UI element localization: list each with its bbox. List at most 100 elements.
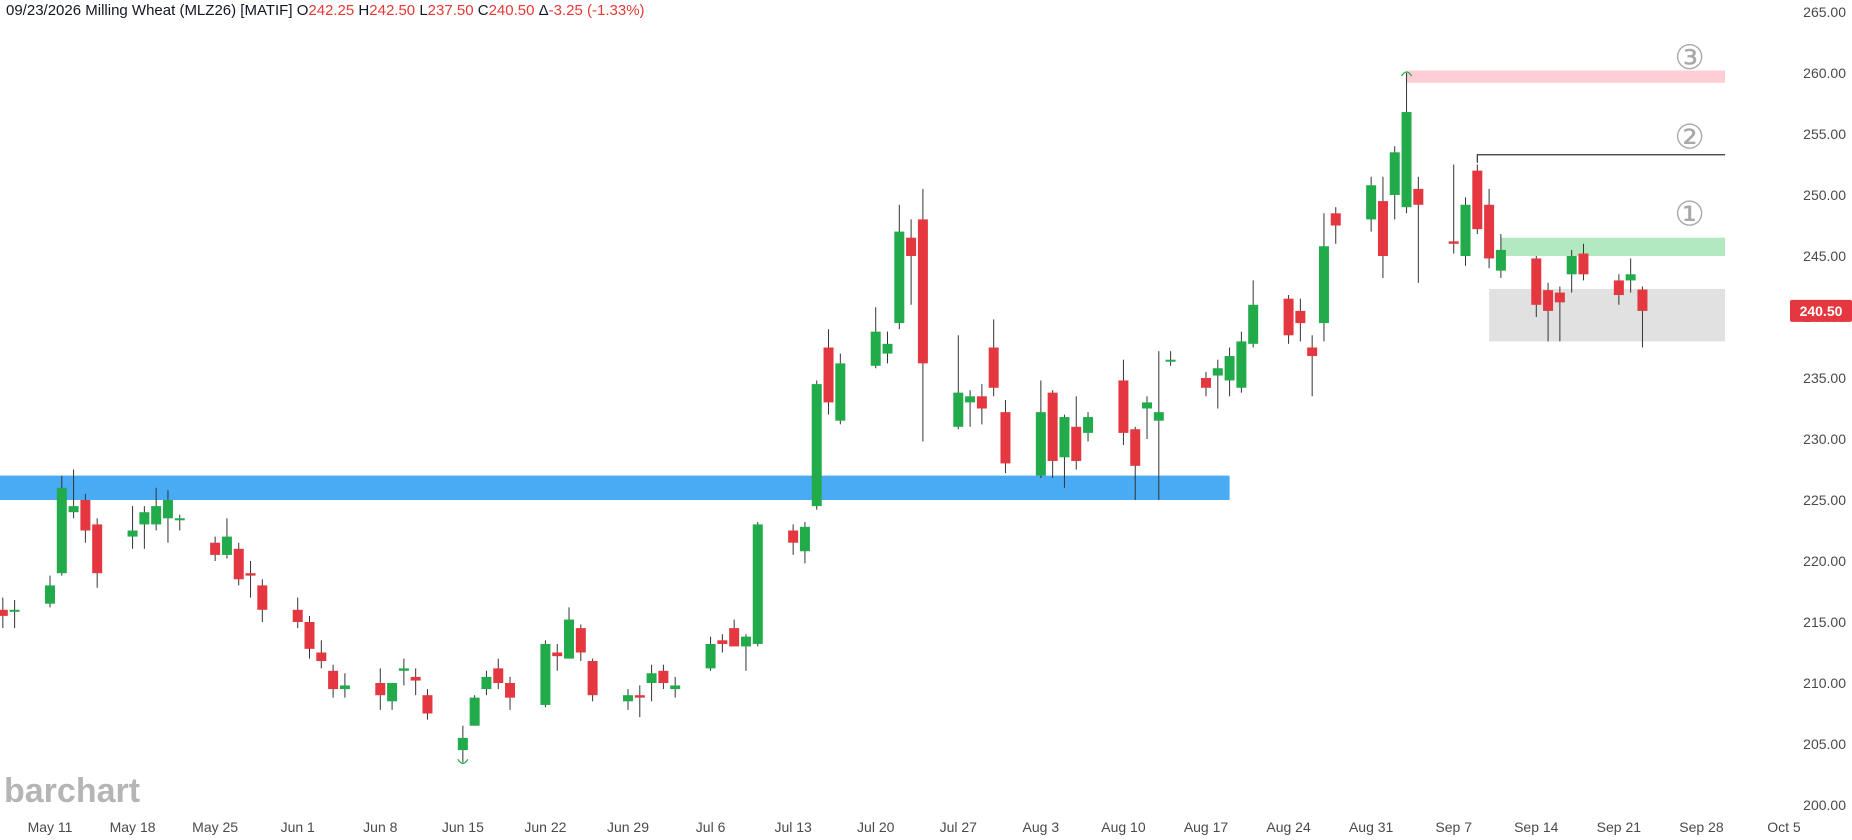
candle-body [339, 685, 350, 690]
price-tick-label: 245.00 [1803, 248, 1846, 264]
candle [257, 579, 268, 622]
candle [1224, 347, 1235, 397]
candle [1377, 176, 1388, 278]
candle-body [1071, 426, 1082, 461]
green-target-zone [1500, 237, 1726, 256]
candle [45, 575, 55, 608]
date-tick-label: Jun 29 [607, 819, 649, 835]
candle-body [328, 670, 339, 690]
date-tick-label: Sep 7 [1435, 819, 1472, 835]
candle [811, 380, 822, 510]
pivot-arc [457, 758, 469, 764]
candle-body [1366, 185, 1377, 220]
candle-body [906, 237, 917, 256]
candle [1059, 414, 1070, 488]
price-tick-label: 250.00 [1803, 187, 1846, 203]
candle [917, 188, 928, 442]
candle [634, 685, 645, 718]
time-axis[interactable]: May 11 May 18 May 25 Jun 1 Jun 8 Jun 15 Jun 22… [28, 819, 1801, 835]
candle-body [1295, 310, 1306, 324]
candle-body [953, 392, 964, 427]
candle-body [564, 619, 575, 659]
candle [328, 664, 339, 698]
price-tick-label: 265.00 [1803, 4, 1846, 20]
candle-body [894, 231, 905, 324]
candle [988, 319, 999, 397]
candle [1165, 351, 1176, 366]
candle [174, 514, 185, 531]
date-tick-label: Sep 14 [1514, 819, 1559, 835]
candle-body [740, 636, 751, 647]
candle [469, 695, 480, 726]
candle-body [811, 384, 822, 507]
candle [906, 219, 917, 305]
date-tick-label: Aug 3 [1023, 819, 1060, 835]
candle-body [729, 628, 740, 647]
date-tick-label: Jun 8 [363, 819, 397, 835]
candle [221, 518, 232, 559]
candle [80, 493, 91, 543]
candle-body [56, 487, 67, 574]
candle [894, 204, 905, 330]
candle [1071, 396, 1082, 470]
candle [1083, 412, 1094, 442]
target-marker: ③ [1674, 38, 1704, 78]
candle [151, 487, 162, 531]
candle [788, 524, 799, 555]
candle-body [45, 585, 55, 604]
candle-body [174, 518, 185, 521]
candle-body [1201, 378, 1211, 388]
date-tick-label: Jun 15 [442, 819, 484, 835]
candle [870, 307, 881, 369]
candle [1212, 359, 1223, 409]
candle [1578, 243, 1589, 281]
candle [493, 658, 504, 690]
candle [1389, 146, 1400, 220]
date-tick-label: Jul 20 [857, 819, 895, 835]
candle-body [917, 219, 928, 364]
candle [976, 384, 987, 425]
candles-layer [0, 73, 1648, 763]
candle-body [835, 363, 846, 421]
candle-body [162, 500, 173, 519]
candle-body [1224, 356, 1235, 381]
candle [953, 335, 964, 430]
candle-body [316, 652, 327, 662]
candle-body [1236, 341, 1247, 388]
price-tick-label: 235.00 [1803, 370, 1846, 386]
quote-header: 09/23/2026 Milling Wheat (MLZ26) [MATIF]… [6, 2, 645, 19]
candle [1295, 298, 1306, 342]
quote-date: 09/23/2026 [6, 2, 82, 19]
candle [1248, 280, 1259, 348]
candle [1613, 274, 1624, 305]
candle [1307, 335, 1318, 397]
candle-body [1389, 152, 1400, 195]
candle-body [1047, 392, 1058, 461]
candle-body [127, 530, 138, 537]
candle [1118, 359, 1129, 446]
target-marker: ① [1674, 194, 1704, 234]
candle [1413, 176, 1424, 283]
candle-body [1448, 241, 1459, 244]
price-axis[interactable]: 200.00 205.00 210.00 215.00 220.00 225.00 230.… [1803, 4, 1846, 813]
candle [823, 329, 834, 415]
candle-body [210, 542, 221, 555]
candle-body [1401, 112, 1412, 208]
last-price-tag: 240.50 [1790, 299, 1852, 322]
candle [1484, 188, 1495, 269]
candle [752, 521, 763, 647]
candle-body [1554, 292, 1565, 303]
candle-body [422, 695, 433, 714]
candle-body [257, 585, 268, 610]
candle-body [1000, 412, 1011, 464]
date-tick-label: Aug 10 [1101, 819, 1146, 835]
candle [740, 634, 751, 671]
candle-body [410, 676, 421, 681]
candle-body [493, 668, 504, 683]
candle-body [1283, 298, 1294, 336]
candle [0, 597, 8, 629]
high-value: 242.50 [369, 2, 416, 19]
candle-body [505, 683, 516, 698]
price-tick-label: 260.00 [1803, 65, 1846, 81]
